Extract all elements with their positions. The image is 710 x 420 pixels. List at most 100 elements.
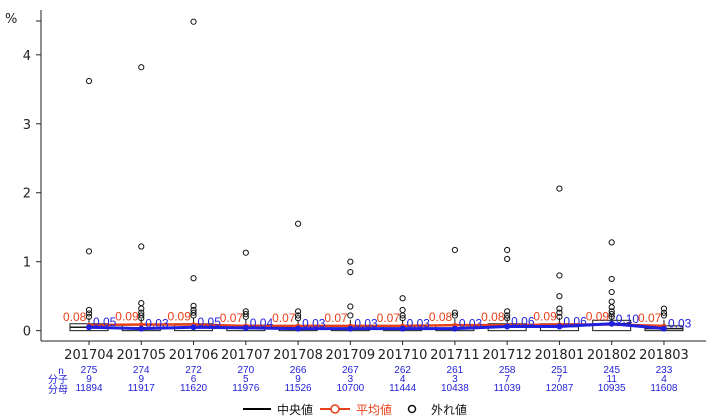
- count-denominator: 11608: [650, 383, 678, 394]
- outlier-point: [451, 246, 458, 254]
- legend: 中央値 平均値 外れ値: [243, 402, 467, 417]
- legend-outlier-label: 外れ値: [431, 402, 467, 417]
- outlier-point: [85, 310, 93, 317]
- median-point: [660, 325, 667, 332]
- outlier-point: [608, 275, 615, 283]
- count-denominator: 10438: [441, 383, 469, 394]
- count-n: 262: [394, 365, 411, 376]
- outlier-point: [504, 246, 511, 254]
- x-tick-label: 201710: [378, 348, 428, 363]
- count-numerator: 4: [400, 374, 406, 385]
- outlier-point: [85, 313, 93, 320]
- outlier-point: [556, 293, 563, 300]
- count-n: 275: [81, 365, 98, 376]
- outlier-point: [399, 295, 406, 302]
- count-numerator: 9: [138, 374, 144, 385]
- count-numerator: 5: [243, 374, 249, 385]
- mean-value-label: 0.07: [638, 311, 662, 325]
- mean-value-label: 0.09: [586, 309, 610, 323]
- x-tick-label: 201801: [535, 348, 585, 363]
- mean-value-label: 0.07: [272, 311, 296, 325]
- outlier-point: [190, 275, 197, 282]
- count-numerator: 3: [348, 374, 354, 385]
- median-point: [295, 325, 302, 332]
- median-value-label: 0.03: [459, 317, 483, 331]
- count-denominator: 11039: [494, 383, 522, 394]
- outlier-point: [556, 305, 563, 312]
- outlier-point: [85, 248, 93, 255]
- median-value-label: 0.03: [302, 317, 326, 331]
- count-numerator: 11: [607, 374, 618, 385]
- count-denominator: 11620: [180, 383, 208, 394]
- count-n: 261: [447, 365, 464, 376]
- mean-value-label: 0.08: [481, 310, 505, 324]
- count-n: 270: [237, 365, 254, 376]
- count-denominator: 11917: [128, 383, 156, 394]
- outlier-point: [608, 239, 615, 246]
- outlier-point: [347, 268, 354, 276]
- count-numerator: 7: [557, 374, 563, 385]
- median-value-label: 0.10: [616, 312, 640, 326]
- x-tick-label: 201706: [169, 348, 219, 363]
- legend-mean-marker: [330, 404, 340, 414]
- x-tick-label: 201709: [326, 348, 376, 363]
- outlier-point: [138, 243, 145, 250]
- outlier-point: [294, 315, 302, 322]
- outlier-point: [451, 309, 458, 316]
- row-label-n: n: [58, 366, 64, 377]
- outlier-point: [347, 258, 354, 265]
- outlier-point: [294, 312, 302, 319]
- median-point: [451, 325, 458, 332]
- mean-value-label: 0.07: [324, 311, 348, 325]
- outlier-point: [138, 315, 145, 322]
- median-point: [242, 324, 249, 331]
- outlier-point: [504, 255, 511, 263]
- count-denominator: 11526: [285, 383, 313, 394]
- y-tick-label: 2: [23, 187, 31, 202]
- count-numerator: 7: [504, 374, 510, 385]
- x-tick-label: 201708: [273, 348, 323, 363]
- median-value-label: 0.03: [145, 317, 169, 331]
- median-point: [399, 325, 406, 332]
- x-axis: 201704 201705 201706 201707 201708 201709 2017…: [64, 341, 689, 363]
- outlier-series: [85, 18, 668, 322]
- x-tick-label: 201803: [639, 348, 689, 363]
- legend-mean-label: 平均値: [356, 402, 392, 417]
- mean-value-label: 0.07: [220, 311, 244, 325]
- outlier-point: [608, 298, 615, 305]
- count-denominator: 10935: [598, 383, 626, 394]
- count-n: 233: [656, 365, 673, 376]
- count-table: n分子分母27591189427491191727261162027051197…: [48, 365, 678, 396]
- y-axis-unit-label: %: [5, 12, 17, 27]
- y-axis: 0 1 2 3 4: [23, 10, 706, 342]
- outlier-point: [190, 18, 197, 25]
- mean-value-label: 0.09: [115, 309, 139, 323]
- outlier-point: [556, 272, 563, 279]
- x-tick-label: 201711: [430, 348, 480, 363]
- outlier-point: [242, 311, 249, 318]
- outlier-point: [138, 305, 145, 312]
- count-denominator: 11894: [75, 383, 103, 394]
- x-tick-label: 201705: [116, 348, 166, 363]
- outlier-point: [190, 309, 197, 316]
- count-denominator: 10700: [336, 383, 364, 394]
- mean-line: [88, 323, 665, 328]
- outlier-point: [504, 308, 511, 315]
- outlier-point: [294, 220, 302, 227]
- count-numerator: 4: [661, 374, 667, 385]
- count-numerator: 6: [191, 374, 197, 385]
- count-n: 258: [499, 365, 516, 376]
- median-value-label: 0.03: [407, 317, 431, 331]
- outlier-point: [556, 309, 563, 316]
- legend-median-label: 中央値: [277, 402, 313, 417]
- median-point: [556, 323, 563, 330]
- legend-outlier-marker: [407, 404, 417, 414]
- x-tick-label: 201707: [221, 348, 271, 363]
- count-denominator: 11976: [232, 383, 260, 394]
- value-labels: 0.08 0.050.090.030.09 0.050.07 0.040.07 0.03…: [63, 309, 692, 330]
- outlier-point: [660, 309, 668, 316]
- outlier-point: [608, 304, 615, 311]
- outlier-point: [504, 315, 511, 322]
- y-tick-label: 1: [23, 256, 31, 271]
